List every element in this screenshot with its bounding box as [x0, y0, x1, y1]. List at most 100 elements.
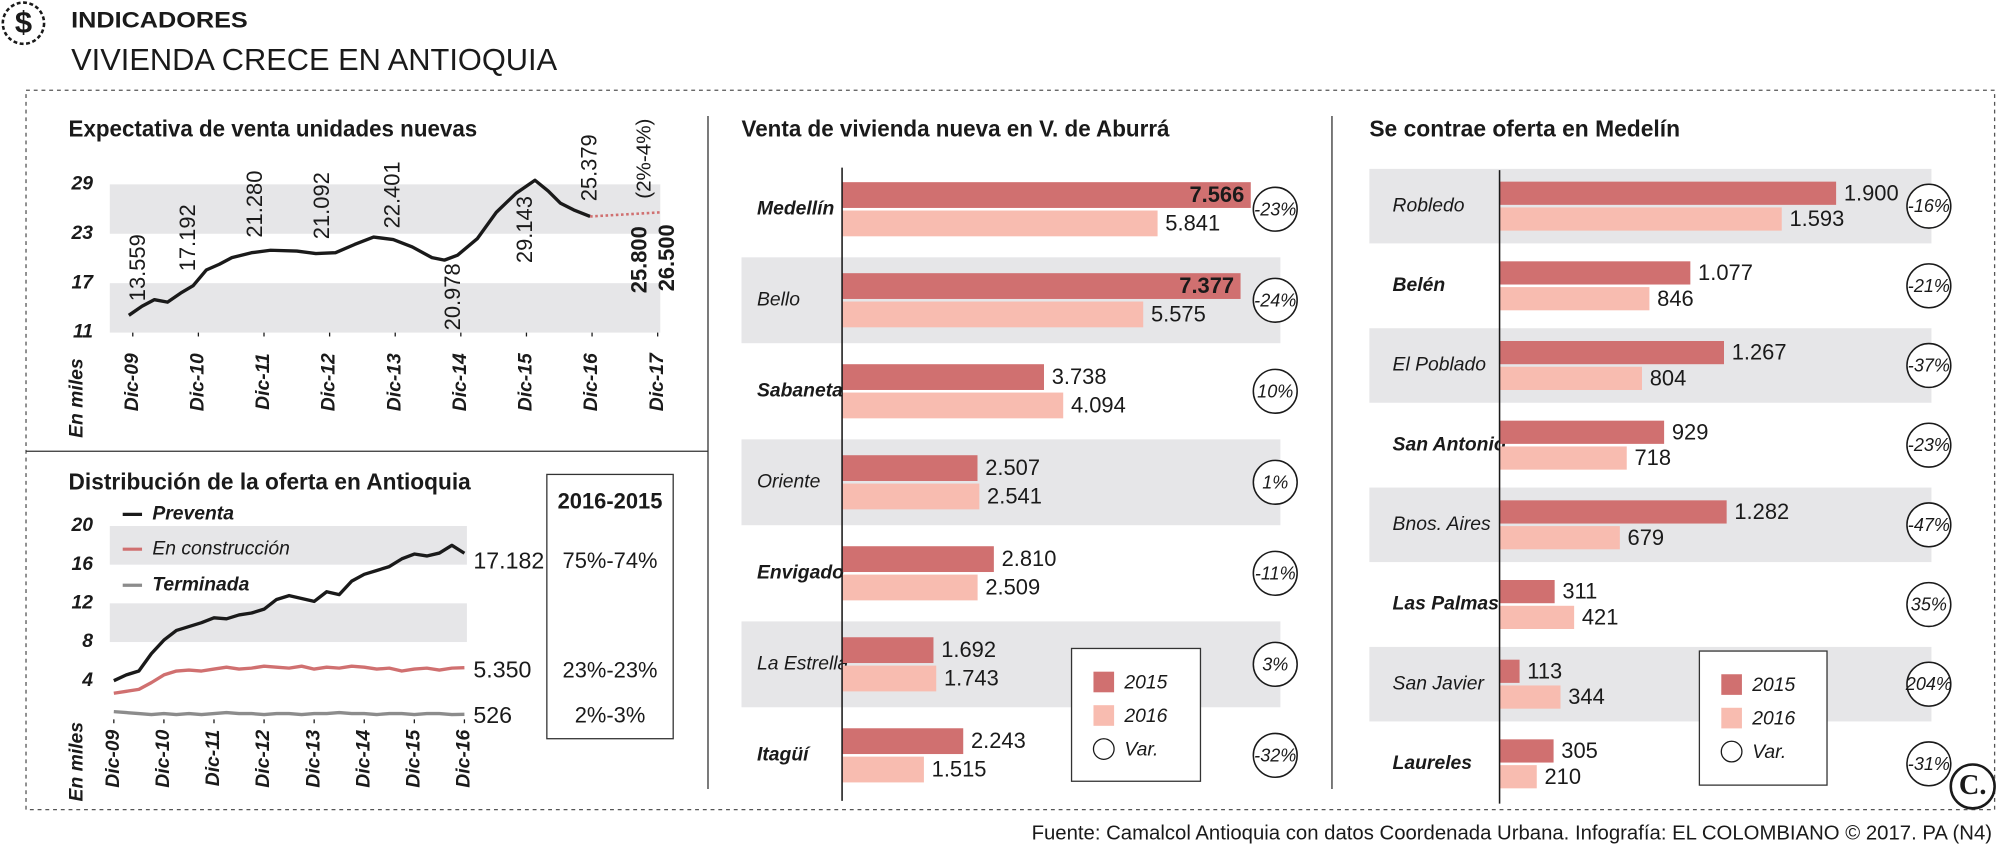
chart-title: Venta de vivienda nueva en V. de Aburrá	[742, 115, 1170, 141]
legend-box	[1070, 647, 1202, 782]
value-label: 1.267	[1732, 340, 1787, 365]
data-label: 21.092	[309, 172, 334, 239]
frame	[25, 89, 1996, 811]
var-label: 35%	[1911, 595, 1947, 615]
row-band	[1369, 646, 1932, 722]
bar	[1499, 261, 1691, 285]
share: 23%-23%	[563, 657, 658, 682]
dollar-sign: $	[15, 5, 32, 40]
value-label: 679	[1628, 525, 1665, 550]
category-label: San Antonio	[1393, 434, 1506, 455]
x-tick-label: Dic-14	[353, 729, 374, 787]
row-band	[1369, 168, 1932, 244]
category-label: San Javier	[1393, 673, 1486, 694]
value-label: 1.515	[932, 757, 987, 782]
bar	[1499, 207, 1782, 231]
bar	[842, 546, 994, 573]
value-label: 2.243	[971, 728, 1026, 753]
end-label: 526	[473, 702, 512, 728]
var-marker	[1252, 186, 1298, 232]
x-tick-label: Dic-17	[647, 352, 668, 411]
bar	[842, 637, 934, 664]
value-label: 210	[1544, 764, 1581, 789]
x-tick-label: Dic-11	[253, 353, 274, 410]
var-marker	[1252, 277, 1298, 323]
bar	[1499, 526, 1620, 550]
data-label: 26.500	[654, 224, 679, 291]
bar	[842, 483, 980, 510]
value-label: 1.282	[1734, 499, 1789, 524]
data-label: 22.401	[380, 161, 405, 228]
bar	[842, 574, 978, 601]
bar	[1499, 446, 1627, 470]
y-tick-label: 12	[72, 592, 94, 613]
var-marker	[1252, 641, 1298, 688]
value-label: 804	[1650, 365, 1687, 390]
var-label: -23%	[1908, 435, 1950, 455]
var-label: -21%	[1908, 276, 1950, 296]
page-title: VIVIENDA CRECE EN ANTIOQUIA	[71, 42, 557, 77]
value-label: 718	[1634, 445, 1671, 470]
data-label: 17.192	[175, 204, 200, 271]
category-label: Oriente	[757, 471, 821, 492]
value-label: 2.810	[1002, 546, 1057, 571]
share: 2%-3%	[575, 703, 646, 728]
var-marker	[1906, 741, 1952, 787]
legend-label: 2016	[1123, 706, 1167, 727]
share: 75%-74%	[563, 548, 658, 573]
var-label: 10%	[1257, 381, 1293, 401]
category-label: Laureles	[1393, 753, 1473, 774]
source: Fuente: Camalcol Antioquia con datos Coo…	[1032, 822, 1992, 845]
y-tick-label: 17	[72, 272, 95, 293]
var-label: -23%	[1254, 199, 1296, 219]
y-tick-label: 11	[73, 322, 93, 343]
value-label: 1.593	[1789, 206, 1844, 231]
bar	[842, 182, 1251, 208]
chart-title: Distribución de la oferta en Antioquia	[69, 469, 472, 495]
grid-band	[109, 283, 661, 333]
line	[113, 543, 466, 683]
x-tick-label: Dic-15	[403, 729, 424, 787]
legend-label: 2015	[1751, 675, 1795, 696]
value-label: 2.509	[985, 575, 1040, 600]
value-label: 311	[1562, 579, 1597, 604]
value-label: 1.692	[941, 637, 996, 662]
value-label: 113	[1527, 658, 1562, 683]
legend-box	[1698, 650, 1828, 786]
var-label: 1%	[1262, 472, 1288, 492]
bar	[842, 273, 1241, 299]
legend-swatch	[1092, 738, 1115, 760]
var-marker	[1906, 342, 1952, 389]
data-label: 25.379	[577, 134, 602, 201]
x-tick-label: Dic-12	[319, 353, 340, 411]
value-label: 305	[1561, 738, 1598, 763]
line	[127, 178, 591, 317]
var-marker	[1906, 581, 1952, 628]
category-label: La Estrella	[757, 653, 849, 674]
value-label: 5.841	[1165, 210, 1220, 235]
data-label: 13.559	[125, 234, 150, 301]
var-marker	[1906, 263, 1952, 309]
var-label: -32%	[1254, 745, 1296, 765]
legend-label: Preventa	[152, 503, 234, 524]
value-label: 344	[1568, 684, 1605, 709]
logo-letter: C.	[1959, 770, 1987, 801]
bar	[842, 364, 1044, 390]
data-label: 21.280	[242, 171, 267, 238]
section-label: INDICADORES	[71, 8, 248, 33]
bar	[1499, 287, 1650, 311]
x-tick-label: Dic-10	[153, 729, 174, 787]
grid-band	[109, 603, 467, 643]
legend-label: Var.	[1752, 742, 1786, 763]
y-tick-label: 16	[72, 554, 94, 575]
legend-swatch	[1721, 674, 1742, 695]
var-marker	[1906, 502, 1952, 548]
end-label: 5.350	[473, 657, 531, 683]
value-label: 4.094	[1071, 393, 1126, 418]
y-axis-label: En miles	[67, 358, 88, 438]
category-label: Itagüí	[757, 744, 811, 765]
value-label: 3.738	[1052, 364, 1107, 389]
dollar-icon	[1, 1, 46, 46]
data-label: 20.978	[440, 263, 465, 330]
